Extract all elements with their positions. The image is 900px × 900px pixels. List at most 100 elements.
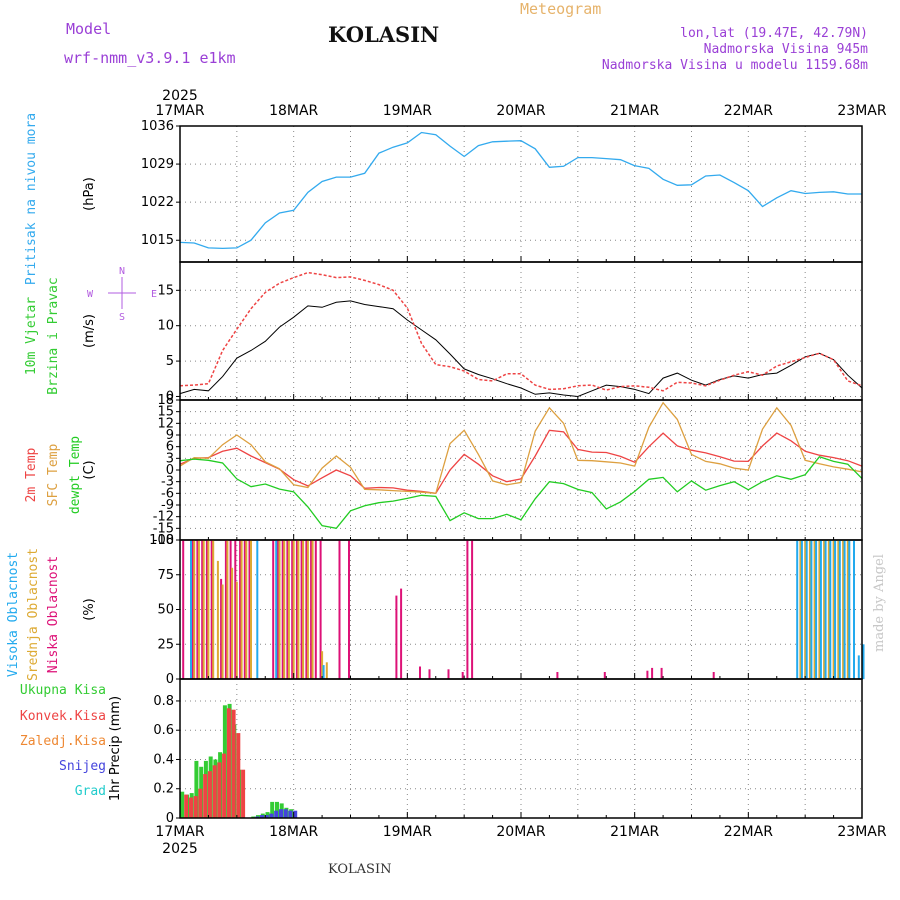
y-tick-label: 3 <box>166 451 174 466</box>
bar-niska-oblacnost <box>210 540 213 679</box>
series-line-brzina <box>179 300 863 398</box>
series-side-label: Pritisak na nivou mora <box>24 113 39 285</box>
bar-visoka-oblacnost <box>805 540 808 679</box>
y-tick-label: 75 <box>157 568 174 583</box>
x-tick-label-top: 17MAR <box>155 103 204 119</box>
bar-srednja-oblacnost <box>837 540 840 679</box>
bar-niska-oblacnost <box>248 540 251 679</box>
x-tick-label-bottom: 21MAR <box>610 824 659 840</box>
bar-visoka-oblacnost <box>843 540 846 679</box>
y-tick-label: 18 <box>157 393 174 408</box>
y-tick-label: 0.2 <box>153 782 174 797</box>
bar-snijeg <box>260 815 264 818</box>
y-tick-label: 1029 <box>141 157 174 172</box>
page-title: KOLASIN <box>328 22 440 47</box>
legend-label: Grad <box>75 784 106 799</box>
bar-srednja-oblacnost <box>231 567 234 679</box>
series-line-dewpt-temp <box>179 456 863 530</box>
axis-ylabel: (m/s) <box>82 314 97 348</box>
bar-niska-oblacnost <box>286 540 289 679</box>
lonlat-label: lon,lat (19.47E, 42.79N) <box>680 26 868 41</box>
bar-ukupna-kisa <box>275 801 279 818</box>
y-tick-label: 0.8 <box>153 694 174 709</box>
y-tick-label: 0 <box>166 389 174 404</box>
bar-srednja-oblacnost <box>823 540 826 679</box>
bar-srednja-oblacnost <box>193 540 196 679</box>
bar-visoka-oblacnost <box>796 540 799 679</box>
x-tick-label-top: 23MAR <box>837 103 886 119</box>
footer-station: KOLASIN <box>328 862 392 877</box>
y-tick-label: -6 <box>161 486 174 501</box>
bar-srednja-oblacnost <box>235 581 238 679</box>
bar-srednja-oblacnost <box>311 540 314 679</box>
bar-srednja-oblacnost <box>202 540 205 679</box>
y-tick-label: 12 <box>157 416 174 431</box>
axis-ylabel: (%) <box>82 598 97 621</box>
bar-konvek-kisa <box>184 794 189 818</box>
y-tick-label: 100 <box>149 533 174 548</box>
bar-niska-oblacnost <box>338 540 341 679</box>
y-tick-label: 1015 <box>141 233 174 248</box>
bar-visoka-oblacnost <box>834 540 837 679</box>
year-label-bottom: 2025 <box>162 841 198 857</box>
compass-e-label: E <box>151 289 157 300</box>
panel-wind: 0 5 10 15 (m/s) 10m Vjetar Brzina i Pravac N S W E <box>24 261 863 404</box>
bar-srednja-oblacnost <box>808 540 811 679</box>
y-tick-label: -3 <box>161 475 174 490</box>
series-side-label: dewpt Temp <box>68 436 83 514</box>
bar-niska-oblacnost <box>556 672 559 679</box>
compass-s-label: S <box>119 312 125 323</box>
bar-niska-oblacnost <box>229 540 232 679</box>
bar-visoka-oblacnost <box>322 665 325 679</box>
bar-visoka-oblacnost <box>829 540 832 679</box>
y-tick-label: 50 <box>157 603 174 618</box>
y-tick-label: -9 <box>161 498 174 513</box>
series-side-label: 2m Temp <box>24 447 39 502</box>
bar-srednja-oblacnost <box>827 540 830 679</box>
bar-snijeg <box>293 810 298 818</box>
bar-niska-oblacnost <box>239 540 242 679</box>
product-title: Meteogram <box>520 0 602 18</box>
bar-niska-oblacnost <box>191 540 194 679</box>
series-side-label: 10m Vjetar <box>24 297 39 375</box>
bar-konvek-kisa <box>241 769 246 818</box>
y-tick-label: 9 <box>166 428 174 443</box>
bar-niska-oblacnost <box>300 540 303 679</box>
bar-konvek-kisa <box>222 753 227 818</box>
x-tick-label-top: 20MAR <box>496 103 545 119</box>
bar-niska-oblacnost <box>348 540 350 679</box>
panel-precipitation: 0 0.2 0.4 0.6 0.8 1hr Precip (mm)Ukupna Kisa K… <box>20 678 863 826</box>
x-tick-label-bottom: 22MAR <box>724 824 773 840</box>
bar-niska-oblacnost <box>400 588 403 679</box>
bar-ukupna-kisa <box>180 791 185 818</box>
model-label: Model <box>66 20 112 38</box>
bar-niska-oblacnost <box>234 540 237 679</box>
bar-niska-oblacnost <box>220 578 223 679</box>
bar-srednja-oblacnost <box>321 651 324 679</box>
bar-srednja-oblacnost <box>216 560 219 679</box>
bar-niska-oblacnost <box>603 672 606 679</box>
x-tick-label-bottom: 19MAR <box>383 824 432 840</box>
bar-visoka-oblacnost <box>819 540 822 679</box>
bar-visoka-oblacnost <box>190 540 192 679</box>
bar-niska-oblacnost <box>471 540 474 679</box>
bar-srednja-oblacnost <box>287 540 290 679</box>
compass-n-label: N <box>119 266 125 277</box>
bar-niska-oblacnost <box>395 595 398 679</box>
x-tick-label-bottom: 23MAR <box>837 824 886 840</box>
bar-konvek-kisa <box>236 733 241 818</box>
bar-snijeg <box>279 809 283 818</box>
y-tick-label: 10 <box>157 319 174 334</box>
bar-konvek-kisa <box>193 796 198 818</box>
bar-visoka-oblacnost <box>256 540 259 679</box>
bar-niska-oblacnost <box>295 540 298 679</box>
bar-niska-oblacnost <box>651 667 654 679</box>
bar-srednja-oblacnost <box>245 540 248 679</box>
bar-konvek-kisa <box>198 788 203 818</box>
series-side-label: Visoka Oblacnost <box>6 552 21 677</box>
legend-label: Snijeg <box>59 759 106 774</box>
panel-cloud: 0 25 50 75 100 (%) Visoka Oblacnost Srednja Obl… <box>6 533 865 687</box>
legend-label: Konvek.Kisa <box>20 709 106 724</box>
bar-srednja-oblacnost <box>306 540 309 679</box>
year-label-top: 2025 <box>162 88 198 104</box>
